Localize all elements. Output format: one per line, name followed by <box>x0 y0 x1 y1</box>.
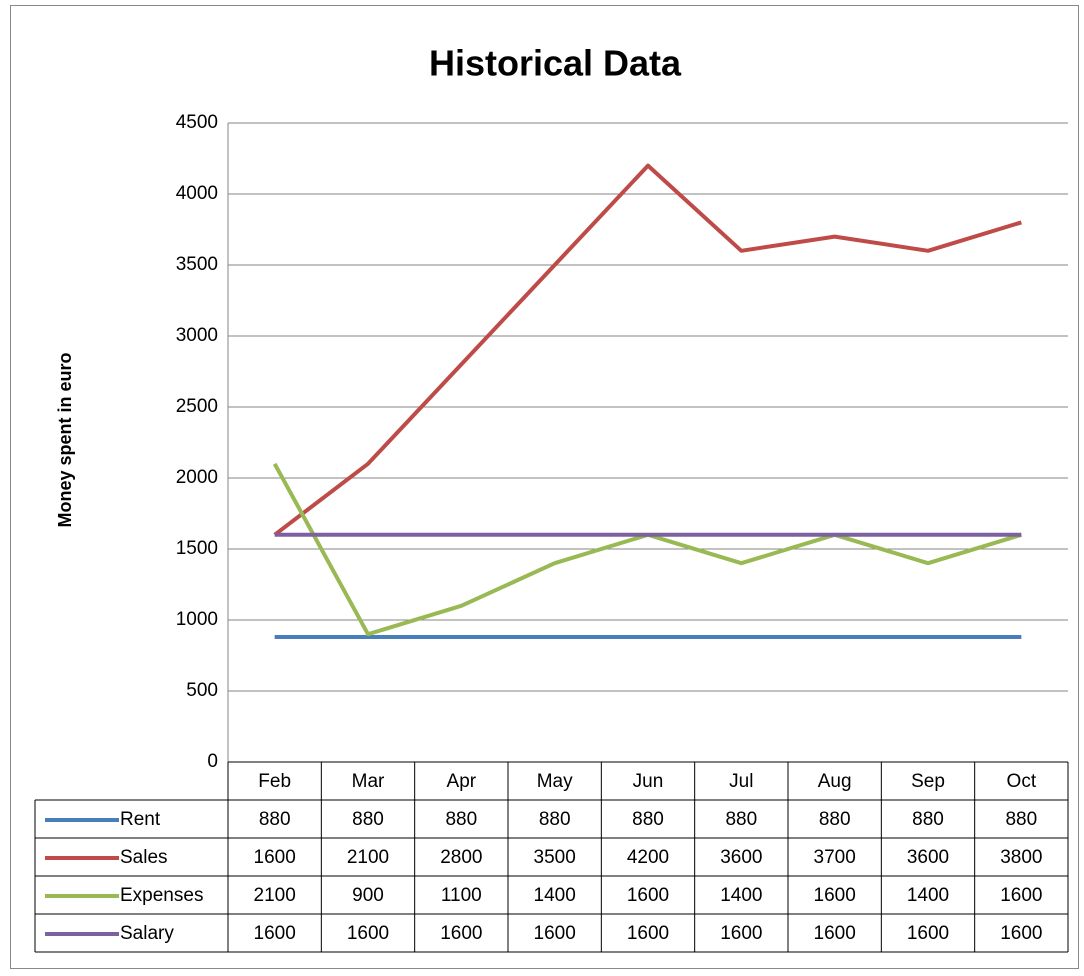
table-value: 2100 <box>254 885 296 906</box>
table-value: 3800 <box>1000 847 1042 868</box>
table-value: 880 <box>259 809 291 830</box>
table-value: 880 <box>445 809 477 830</box>
table-value: 880 <box>725 809 757 830</box>
table-value: 880 <box>912 809 944 830</box>
x-tick-label: Aug <box>818 771 852 792</box>
x-tick-label: Mar <box>352 771 385 792</box>
chart-border <box>10 5 1079 969</box>
legend-label: Sales <box>120 847 168 868</box>
table-value: 900 <box>352 885 384 906</box>
table-value: 1600 <box>720 923 762 944</box>
x-tick-label: Sep <box>911 771 945 792</box>
table-value: 1600 <box>814 885 856 906</box>
y-tick-label: 4500 <box>176 112 218 133</box>
table-value: 2100 <box>347 847 389 868</box>
table-value: 880 <box>352 809 384 830</box>
table-value: 4200 <box>627 847 669 868</box>
table-value: 3600 <box>720 847 762 868</box>
table-value: 1600 <box>254 923 296 944</box>
x-tick-label: Feb <box>258 771 291 792</box>
table-value: 1600 <box>907 923 949 944</box>
table-value: 1400 <box>534 885 576 906</box>
table-value: 1100 <box>441 885 482 906</box>
table-value: 1600 <box>627 885 669 906</box>
y-tick-label: 0 <box>207 751 218 772</box>
y-tick-label: 500 <box>186 680 218 701</box>
table-value: 1600 <box>627 923 669 944</box>
y-tick-label: 1000 <box>176 609 218 630</box>
y-tick-label: 3000 <box>176 325 218 346</box>
chart-title: Historical Data <box>429 43 682 84</box>
x-tick-label: May <box>537 771 573 792</box>
x-tick-label: Oct <box>1007 771 1037 792</box>
table-value: 880 <box>1005 809 1037 830</box>
table-value: 3600 <box>907 847 949 868</box>
y-tick-label: 2500 <box>176 396 218 417</box>
table-value: 880 <box>632 809 664 830</box>
table-value: 3500 <box>534 847 576 868</box>
table-value: 3700 <box>814 847 856 868</box>
y-tick-label: 4000 <box>176 183 218 204</box>
y-tick-label: 1500 <box>176 538 218 559</box>
legend-label: Salary <box>120 923 174 944</box>
table-value: 1400 <box>907 885 949 906</box>
table-value: 1400 <box>720 885 762 906</box>
table-value: 1600 <box>534 923 576 944</box>
y-tick-label: 2000 <box>176 467 218 488</box>
table-value: 880 <box>539 809 571 830</box>
y-axis-label: Money spent in euro <box>55 352 75 527</box>
series-line <box>273 163 1022 537</box>
table-value: 1600 <box>347 923 389 944</box>
table-value: 1600 <box>1000 923 1042 944</box>
legend-label: Rent <box>120 809 161 830</box>
table-value: 880 <box>819 809 851 830</box>
table-value: 1600 <box>254 847 296 868</box>
y-tick-label: 3500 <box>176 254 218 275</box>
table-value: 2800 <box>440 847 482 868</box>
table-value: 1600 <box>814 923 856 944</box>
legend-label: Expenses <box>120 885 203 906</box>
table-value: 1600 <box>1000 885 1042 906</box>
x-tick-label: Apr <box>447 771 477 792</box>
table-value: 1600 <box>440 923 482 944</box>
x-tick-label: Jul <box>729 771 753 792</box>
x-tick-label: Jun <box>633 771 664 792</box>
